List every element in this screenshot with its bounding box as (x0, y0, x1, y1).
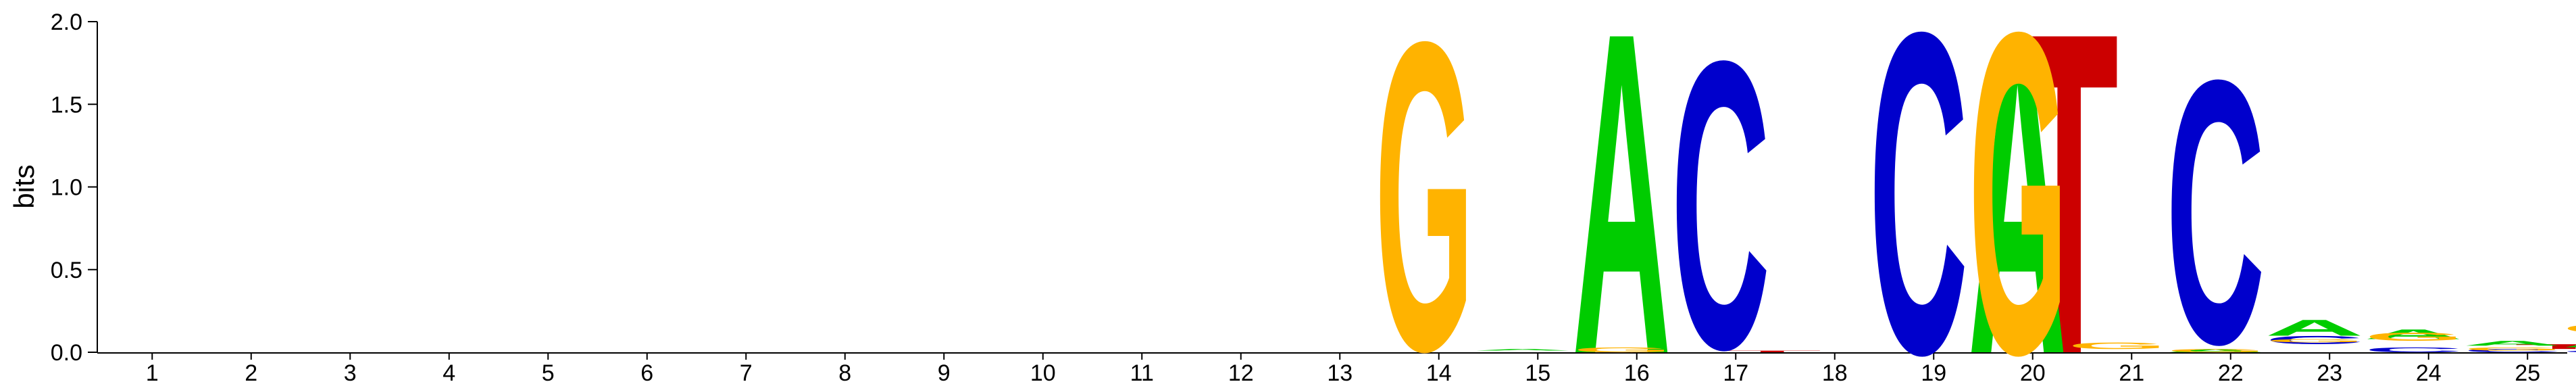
x-tick-label: 19 (1921, 360, 1946, 382)
logo-column-12: CGAT (2464, 339, 2576, 353)
y-tick-label: 1.5 (51, 92, 82, 118)
x-tick-label: 3 (344, 360, 357, 382)
x-tick-label: 21 (2119, 360, 2144, 382)
x-tick-label: 16 (1624, 360, 1650, 382)
logo-letter-G: G (2266, 338, 2365, 343)
x-tick-label: 15 (1525, 360, 1550, 382)
x-tick-label: 9 (938, 360, 951, 382)
y-tick-label: 1.0 (51, 175, 82, 201)
logo-letter-A: A (2562, 339, 2576, 349)
logo-letter-A: A (1572, 0, 1671, 382)
x-tick-label: 13 (1327, 360, 1353, 382)
logo-column-7: G (1969, 0, 2067, 382)
logo-letter-T: T (2019, 0, 2118, 382)
logo-letter-A: A (2265, 315, 2364, 341)
logo-letter-G: G (1375, 0, 1473, 382)
y-tick-label: 0.5 (51, 258, 82, 283)
x-tick-label: 1 (146, 360, 159, 382)
logo-letter-G: G (1573, 346, 1671, 354)
x-tick-label: 18 (1822, 360, 1848, 382)
logo-letter-G: G (1969, 0, 2067, 382)
x-tick-label: 25 (2515, 360, 2540, 382)
logo-letter-A: A (2364, 327, 2463, 342)
x-tick-label: 17 (1723, 360, 1748, 382)
logo-letter-G: G (2464, 346, 2562, 352)
logo-column-13: CATG (2562, 322, 2576, 335)
x-axis: 1 2 3 4 5 6 7 8 9 10 11 12 13 14 15 16 17 18 19 20 21 22 23 24 2… (97, 352, 2567, 382)
x-tick-label: 24 (2416, 360, 2442, 382)
logo-column-9: GTCA (2167, 315, 2576, 354)
logo-letter-C: C (1869, 0, 1968, 382)
x-tick-label: 11 (1130, 360, 1154, 382)
logo-letter-A: A (2166, 348, 2265, 354)
logo-column-3: GC (1573, 0, 1770, 382)
x-tick-label: 23 (2317, 360, 2342, 382)
logo-letter-C: C (2463, 348, 2562, 354)
x-tick-label: 7 (740, 360, 753, 382)
logo-column-1: T AG (1375, 0, 1821, 382)
x-tick-label: 5 (542, 360, 555, 382)
logo-column-6: A (1968, 0, 2067, 382)
x-tick-label: 8 (838, 360, 851, 382)
x-tick-label: 6 (640, 360, 653, 382)
logo-letter-C: C (2166, 2, 2265, 382)
logo-letter-C: C (2364, 346, 2463, 354)
logo-letter-G: G (2068, 341, 2167, 351)
logo-letter-G: G (2562, 322, 2576, 335)
logo-letter-T: T (2515, 343, 2576, 350)
letter-stacks: TAGAGCTCAGAGCGTCACTGACTAGCGATCATGGCTACGT… (1375, 0, 2576, 382)
logo-letter-A: A (1968, 0, 2067, 382)
x-tick-label: 22 (2218, 360, 2244, 382)
x-tick-label: 20 (2020, 360, 2046, 382)
logo-letter-T: T (1723, 350, 1821, 353)
x-tick-label: 12 (1228, 360, 1254, 382)
x-tick-label: 2 (245, 360, 257, 382)
logo-letter-A: A (2463, 339, 2562, 347)
y-tick-label: 2.0 (51, 9, 82, 35)
logo-column-8: AGC (2068, 2, 2265, 382)
logo-letter-G: G (2167, 348, 2265, 354)
logo-column-2: A (1572, 0, 1671, 382)
logo-letter-A: A (1473, 349, 1573, 352)
x-tick-label: 4 (443, 360, 455, 382)
logo-letter-G: G (2365, 331, 2463, 343)
logo-column-10: CTGA (2266, 327, 2463, 354)
logo-letter-C: C (2265, 333, 2364, 346)
logo-letter-C: C (2562, 350, 2576, 353)
y-tick-label: 0.0 (51, 340, 82, 366)
logo-column-4: T (2019, 0, 2118, 382)
logo-column-11: CTAG (2365, 331, 2562, 354)
x-tick-label: 14 (1426, 360, 1452, 382)
logo-letter-C: C (1671, 0, 1770, 382)
y-axis: 0.0 0.5 1.0 1.5 2.0 (51, 9, 98, 366)
x-tick-label: 10 (1030, 360, 1056, 382)
y-axis-title: bits (8, 164, 40, 208)
logo-column-5: C (1869, 0, 1968, 382)
